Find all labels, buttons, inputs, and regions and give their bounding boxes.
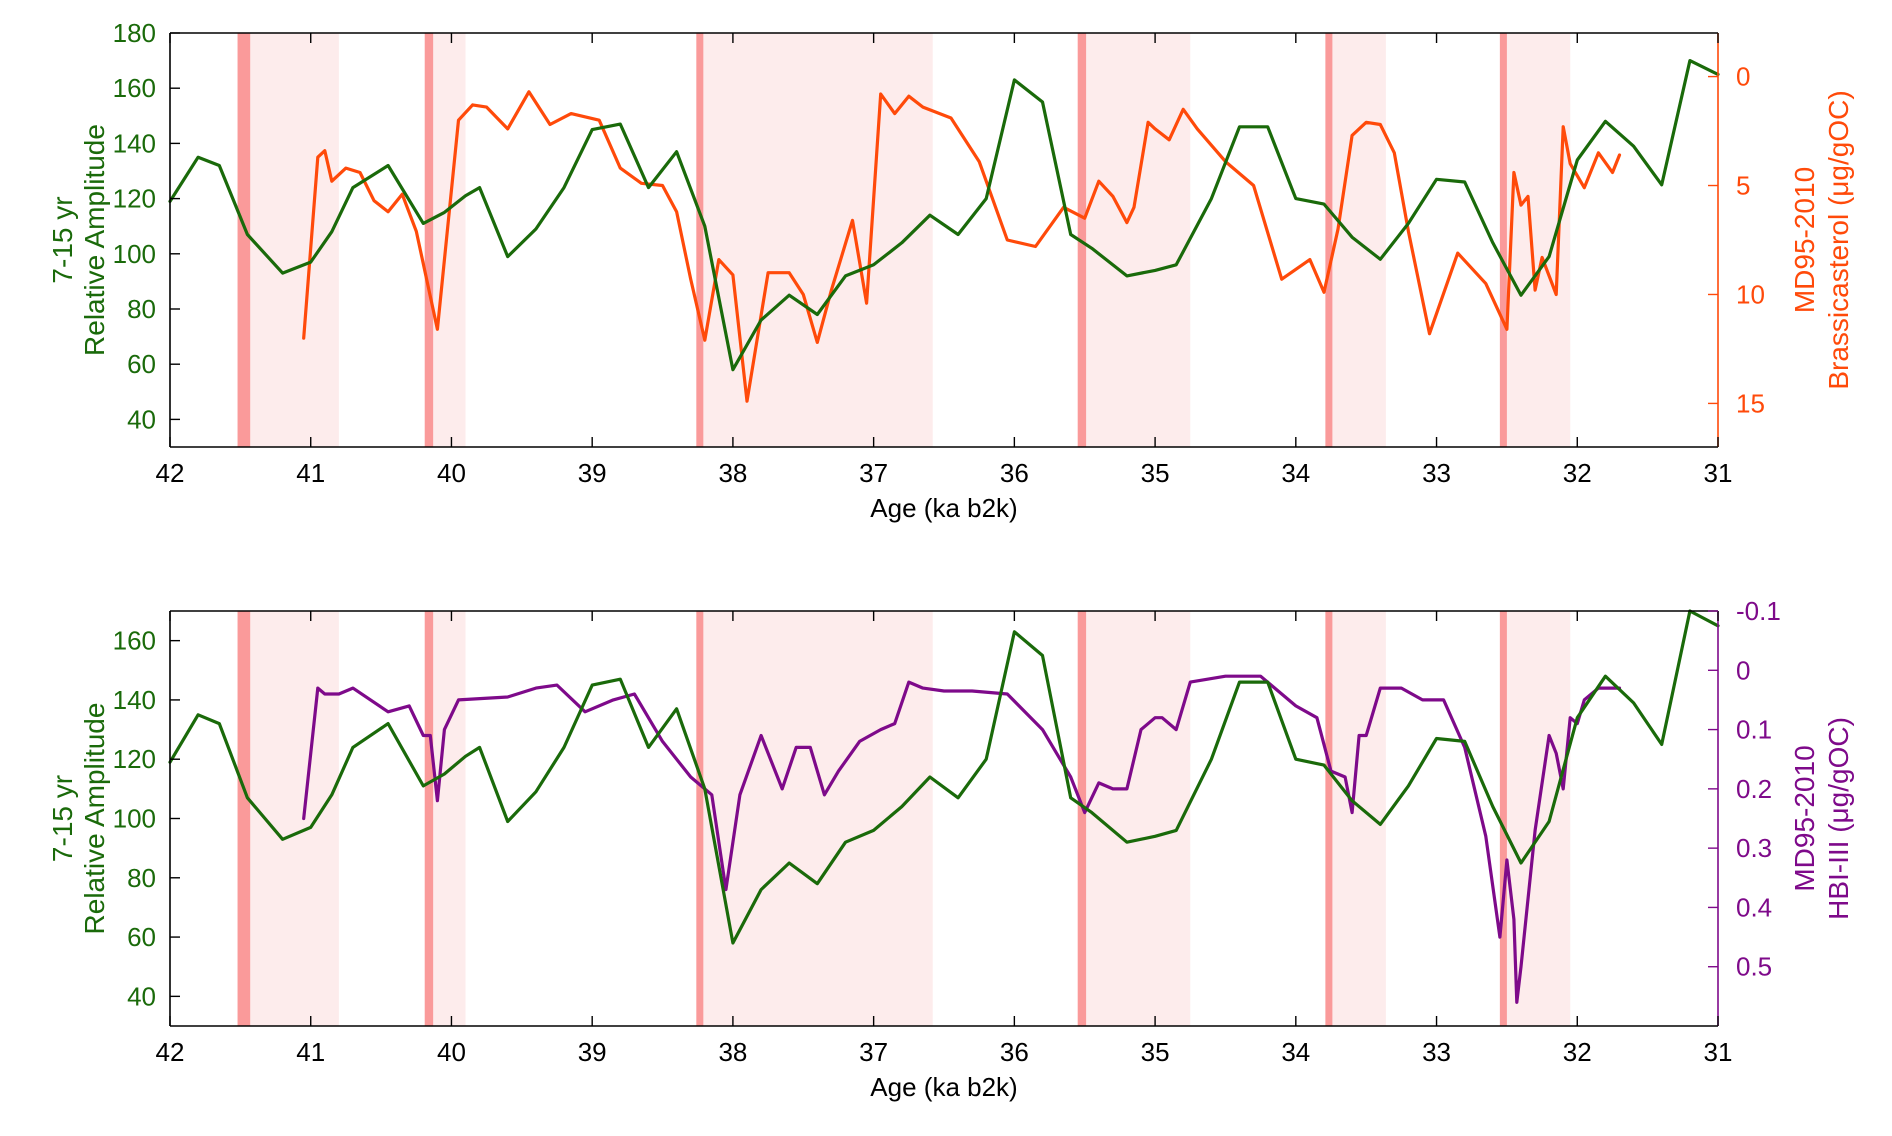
event-bar xyxy=(696,33,704,447)
y-right-tick-label: 0.3 xyxy=(1736,833,1772,863)
event-bar xyxy=(1499,33,1507,447)
x-tick-label: 35 xyxy=(1141,1037,1170,1067)
y-left-tick-label: 100 xyxy=(113,804,156,834)
x-axis-label: Age (ka b2k) xyxy=(870,1072,1017,1102)
x-tick-label: 42 xyxy=(156,458,185,488)
x-tick-label: 35 xyxy=(1141,458,1170,488)
stadial-band xyxy=(703,611,933,1026)
event-bar xyxy=(696,611,704,1026)
x-tick-label: 40 xyxy=(437,1037,466,1067)
event-bar xyxy=(1325,611,1333,1026)
y-right-tick-label: 0.4 xyxy=(1736,892,1772,922)
x-tick-label: 38 xyxy=(718,1037,747,1067)
y-left-tick-label: 100 xyxy=(113,239,156,269)
x-tick-label: 38 xyxy=(718,458,747,488)
x-tick-label: 37 xyxy=(859,458,888,488)
y-left-tick-label: 180 xyxy=(113,18,156,48)
y-left-axis-label-line: 7-15 yr xyxy=(47,196,78,283)
y-right-axis-label: MD95-2010 Brassicasterol (μg/gOC) xyxy=(1789,90,1854,389)
y-left-tick-label: 140 xyxy=(113,128,156,158)
y-left-tick-label: 160 xyxy=(113,626,156,656)
stadial-band xyxy=(433,33,466,447)
y-right-tick-label: 0 xyxy=(1736,62,1750,92)
y-left-tick-label: 60 xyxy=(127,349,156,379)
y-left-tick-label: 120 xyxy=(113,744,156,774)
x-tick-label: 31 xyxy=(1704,458,1733,488)
x-tick-label: 41 xyxy=(296,1037,325,1067)
event-bar xyxy=(1077,611,1087,1026)
amplitude-series-line xyxy=(168,58,1720,372)
x-tick-label: 36 xyxy=(1000,1037,1029,1067)
stadial-band xyxy=(1086,611,1191,1026)
amplitude-series-line xyxy=(168,609,1720,945)
y-right-axis-label-line: MD95-2010 xyxy=(1789,745,1820,891)
y-right-tick-label: 0.2 xyxy=(1736,774,1772,804)
y-left-tick-label: 40 xyxy=(127,981,156,1011)
event-bar xyxy=(1325,33,1333,447)
y-right-tick-label: -0.1 xyxy=(1736,596,1781,626)
y-right-tick-label: 10 xyxy=(1736,279,1765,309)
stadial-band xyxy=(1332,611,1386,1026)
y-right-axis-label: MD95-2010 HBI-III (μg/gOC) xyxy=(1789,717,1854,920)
x-tick-label: 33 xyxy=(1422,458,1451,488)
y-left-tick-label: 140 xyxy=(113,685,156,715)
stadial-band xyxy=(703,33,933,447)
x-tick-label: 34 xyxy=(1281,458,1310,488)
event-bar xyxy=(424,611,434,1026)
x-tick-label: 32 xyxy=(1563,458,1592,488)
x-tick-label: 40 xyxy=(437,458,466,488)
biomarker-series-line xyxy=(302,90,1622,403)
y-left-axis-label-line: Relative Amplitude xyxy=(79,703,110,935)
stadial-band xyxy=(1332,33,1386,447)
stadial-band xyxy=(433,611,466,1026)
x-tick-label: 33 xyxy=(1422,1037,1451,1067)
y-right-axis-label-line: HBI-III (μg/gOC) xyxy=(1823,717,1854,920)
x-tick-label: 36 xyxy=(1000,458,1029,488)
y-right-tick-label: 0.1 xyxy=(1736,715,1772,745)
event-bar xyxy=(424,33,434,447)
x-tick-label: 34 xyxy=(1281,1037,1310,1067)
panel-2: 42 41 40 39 38 37 36 35 34 33 32 31 Age (ka b2k) 40 60… xyxy=(47,596,1854,1102)
y-left-axis-label: 7-15 yrRelative Amplitude xyxy=(47,703,110,935)
x-axis-label: Age (ka b2k) xyxy=(870,493,1017,523)
stadial-band xyxy=(1506,33,1571,447)
x-tick-label: 31 xyxy=(1704,1037,1733,1067)
y-left-tick-label: 120 xyxy=(113,184,156,214)
y-left-axis-label-line: Relative Amplitude xyxy=(79,124,110,356)
y-right-tick-label: 5 xyxy=(1736,171,1750,201)
x-tick-label: 41 xyxy=(296,458,325,488)
y-left-axis-label: 7-15 yrRelative Amplitude xyxy=(47,124,110,356)
stadial-band xyxy=(1506,611,1571,1026)
x-tick-label: 39 xyxy=(578,458,607,488)
x-tick-label: 39 xyxy=(578,1037,607,1067)
panel-1: 42 41 40 39 38 37 36 35 34 33 32 31 Age (ka b2k) 40 60… xyxy=(47,18,1854,523)
y-left-tick-label: 80 xyxy=(127,294,156,324)
y-right-axis-label-line: Brassicasterol (μg/gOC) xyxy=(1823,90,1854,389)
event-bar xyxy=(237,611,251,1026)
y-left-tick-label: 80 xyxy=(127,863,156,893)
x-tick-label: 42 xyxy=(156,1037,185,1067)
y-right-axis-label-line: MD95-2010 xyxy=(1789,167,1820,313)
y-right-tick-label: 0 xyxy=(1736,655,1750,685)
x-tick-label: 32 xyxy=(1563,1037,1592,1067)
y-right-tick-label: 0.5 xyxy=(1736,952,1772,982)
stadial-band xyxy=(1086,33,1191,447)
y-left-tick-label: 60 xyxy=(127,922,156,952)
biomarker-series-line xyxy=(302,674,1622,1004)
event-bar xyxy=(1499,611,1507,1026)
event-bar xyxy=(237,33,251,447)
y-left-tick-label: 160 xyxy=(113,73,156,103)
y-right-tick-label: 15 xyxy=(1736,388,1765,418)
x-tick-label: 37 xyxy=(859,1037,888,1067)
y-left-axis-label-line: 7-15 yr xyxy=(47,775,78,862)
y-left-tick-label: 40 xyxy=(127,404,156,434)
